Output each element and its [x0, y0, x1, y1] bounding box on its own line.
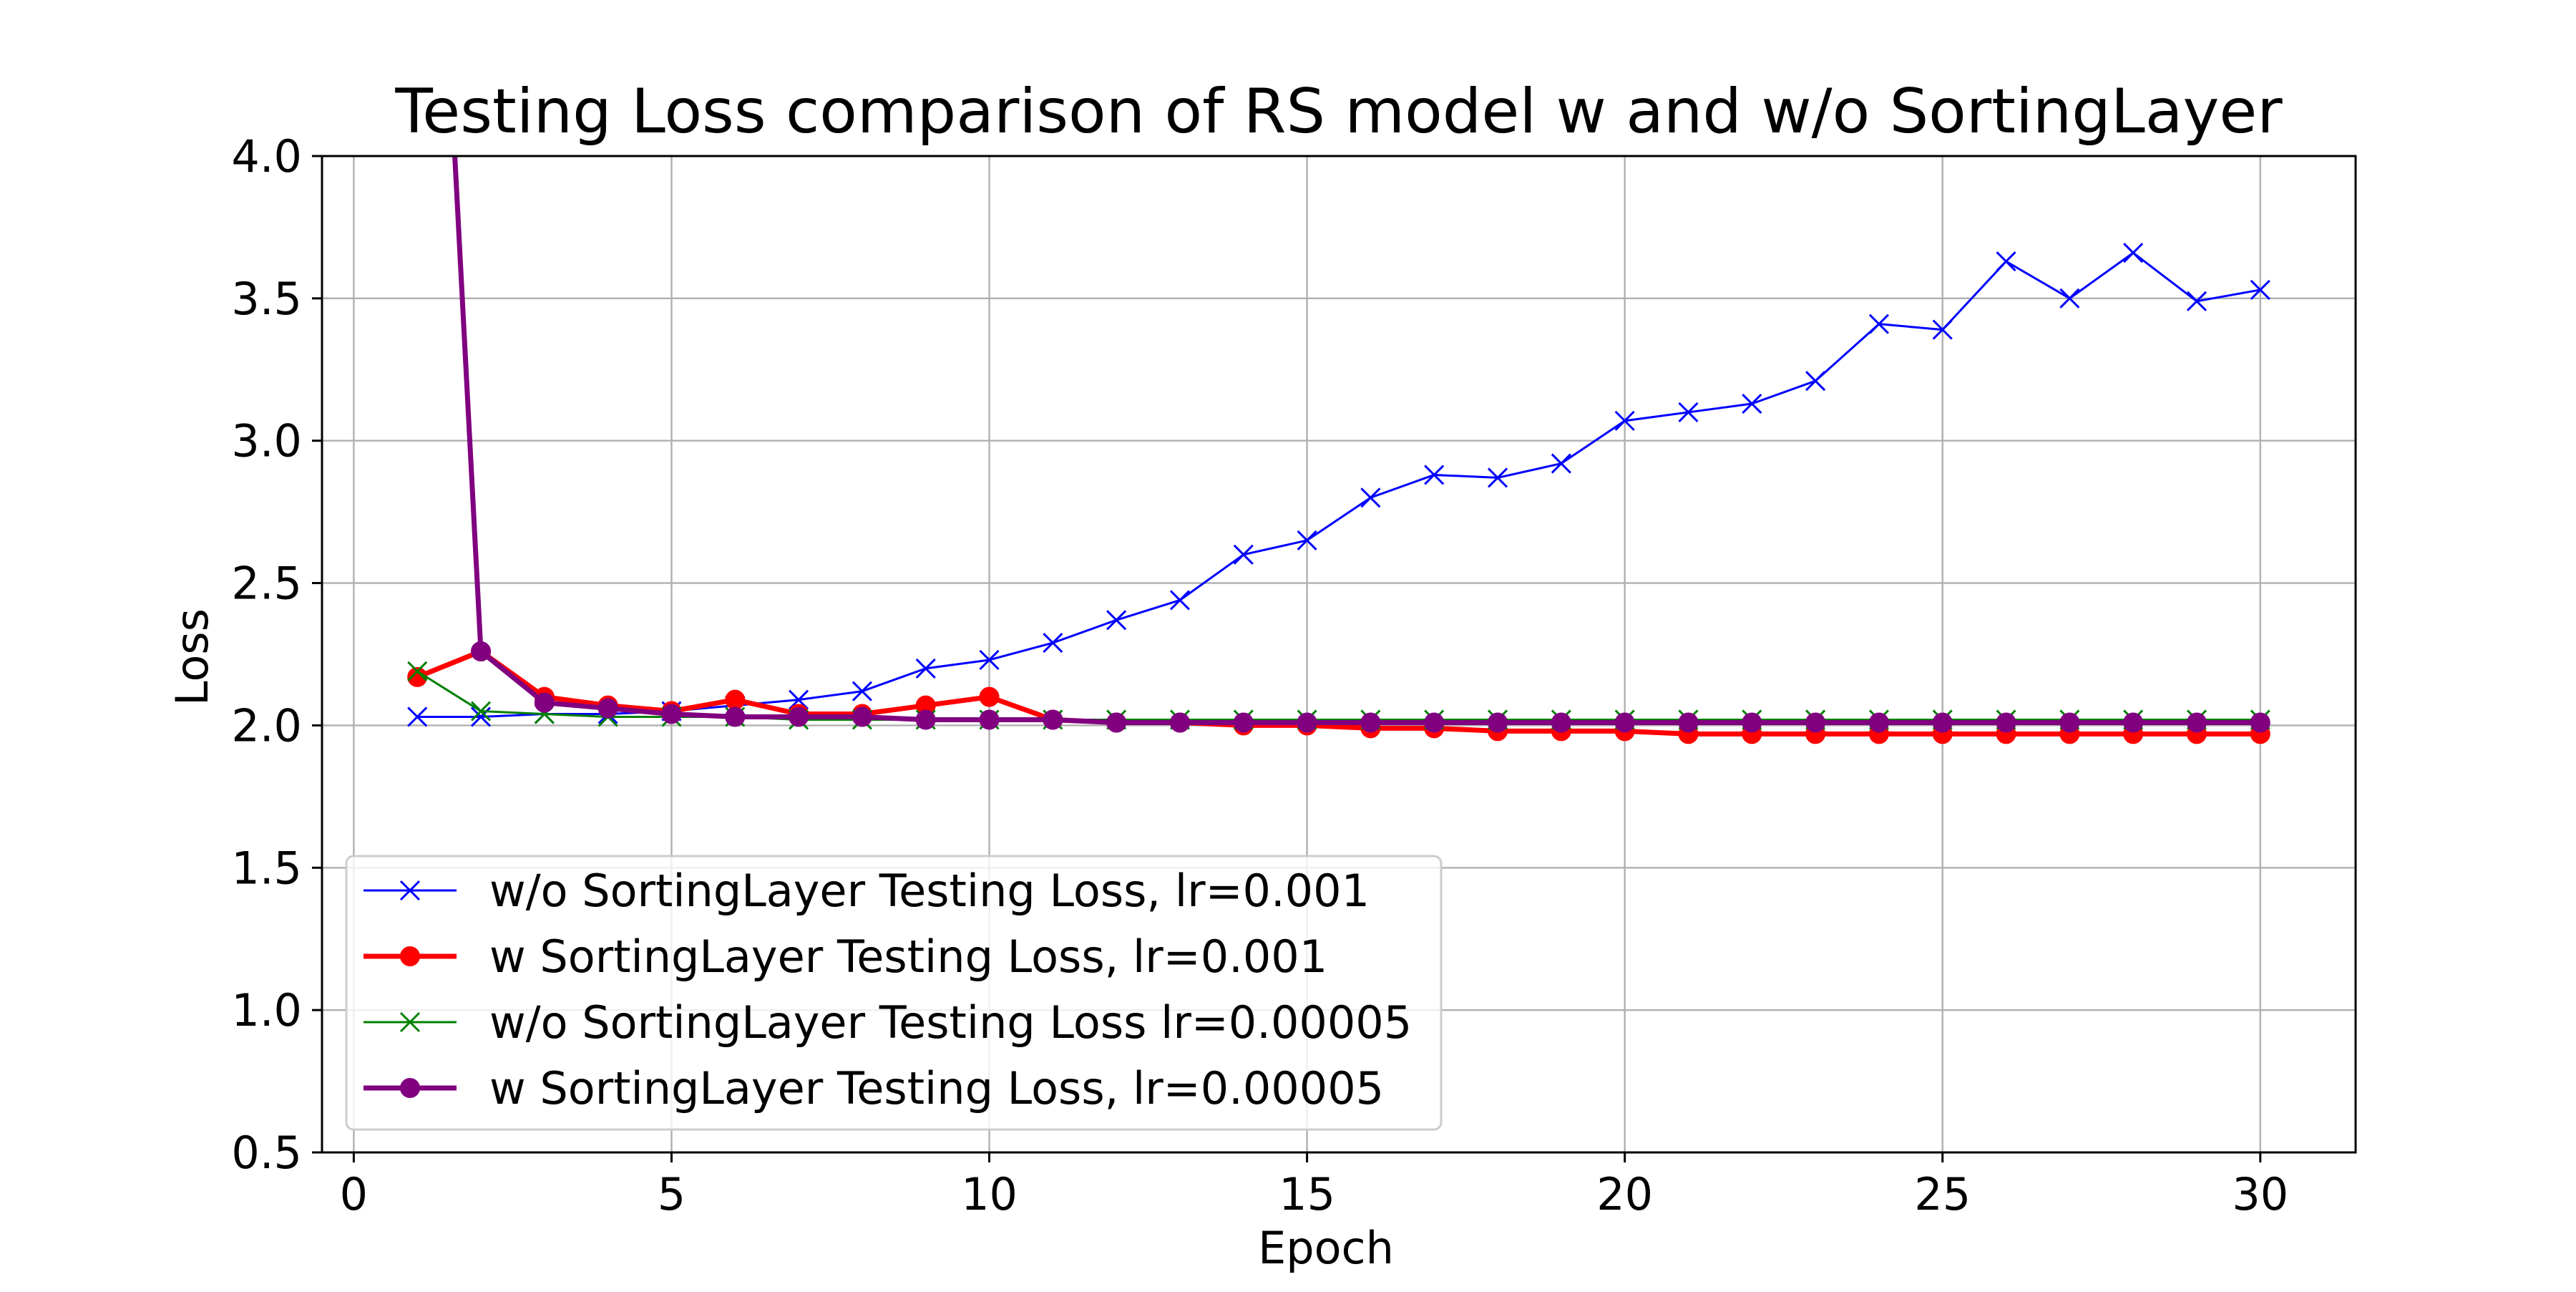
data-point — [1742, 393, 1762, 414]
data-point — [1742, 712, 1762, 733]
data-point — [1424, 465, 1445, 485]
data-point — [471, 641, 492, 662]
data-point — [1043, 633, 1063, 654]
data-point — [407, 706, 428, 727]
legend-label: w SortingLayer Testing Loss, lr=0.001 — [489, 931, 1327, 983]
legend-item: w SortingLayer Testing Loss, lr=0.00005 — [364, 1062, 1384, 1114]
data-point — [1360, 487, 1381, 508]
data-point — [852, 706, 872, 727]
series-line — [417, 251, 2261, 718]
data-point — [1551, 712, 1571, 733]
data-point — [725, 689, 746, 710]
data-point — [2250, 712, 2270, 733]
x-tick-label: 20 — [1596, 1168, 1653, 1220]
data-point — [1868, 712, 1889, 733]
x-tick-label: 0 — [340, 1168, 368, 1220]
data-point — [1868, 314, 1889, 334]
data-point — [407, 661, 428, 681]
data-point — [1043, 709, 1063, 730]
data-point — [2059, 288, 2080, 309]
data-point — [1106, 610, 1127, 631]
y-tick-label: 3.5 — [231, 273, 302, 325]
data-point — [534, 692, 555, 713]
y-tick-label: 1.0 — [231, 984, 302, 1036]
x-tick-label: 10 — [961, 1168, 1018, 1220]
data-point — [2250, 279, 2270, 300]
data-point — [789, 689, 809, 710]
data-point — [979, 709, 1000, 730]
legend-item: w/o SortingLayer Testing Loss, lr=0.001 — [364, 865, 1370, 917]
data-point — [1487, 467, 1508, 488]
data-point — [725, 706, 746, 727]
data-point — [789, 706, 809, 727]
legend-marker — [400, 1078, 420, 1098]
x-tick-label: 25 — [1914, 1168, 1971, 1220]
series-4 — [452, 156, 2270, 733]
plot-frame — [321, 155, 2357, 1154]
legend-marker — [399, 880, 421, 901]
y-tick-label: 3.0 — [231, 415, 302, 467]
data-point — [1169, 712, 1190, 733]
data-point — [1297, 530, 1317, 550]
chart-title: Testing Loss comparison of RS model w an… — [394, 76, 2283, 147]
legend-box — [345, 855, 1443, 1131]
legend-item: w SortingLayer Testing Loss, lr=0.001 — [364, 931, 1327, 983]
data-point — [1360, 712, 1381, 733]
legend-item: w/o SortingLayer Testing Loss lr=0.00005 — [364, 996, 1412, 1049]
x-tick-label: 30 — [2232, 1168, 2288, 1220]
series-line — [416, 649, 2260, 737]
data-point — [1805, 712, 1826, 733]
legend-label: w/o SortingLayer Testing Loss, lr=0.001 — [489, 865, 1370, 917]
data-point — [2186, 712, 2207, 733]
data-point — [1424, 712, 1445, 733]
data-point — [1678, 712, 1699, 733]
legend: w/o SortingLayer Testing Loss, lr=0.001 w… — [345, 855, 1443, 1131]
data-point — [1106, 712, 1127, 733]
axis-ticks: 0 5 10 15 20 25 30 0.5 1.0 1.5 2.0 2.5 3.0 3.5 4.0 — [231, 130, 2288, 1220]
data-point — [1488, 712, 1508, 733]
legend-marker — [400, 946, 420, 966]
data-point — [1996, 712, 2016, 733]
legend-label: w/o SortingLayer Testing Loss lr=0.00005 — [489, 996, 1412, 1049]
data-point — [1551, 453, 1571, 474]
data-point — [979, 686, 1000, 707]
data-point — [852, 681, 872, 701]
y-tick-label: 2.0 — [231, 699, 302, 752]
y-tick-label: 2.5 — [231, 558, 302, 610]
data-point — [1932, 712, 1953, 733]
data-point — [2186, 291, 2207, 311]
y-tick-label: 0.5 — [231, 1127, 302, 1179]
data-point — [915, 709, 936, 730]
data-point — [1233, 544, 1254, 565]
data-point — [1297, 712, 1317, 733]
data-point — [2123, 243, 2144, 263]
data-point — [1614, 712, 1635, 733]
data-point — [1614, 410, 1635, 431]
data-point — [1233, 712, 1254, 733]
data-point — [2123, 712, 2144, 733]
data-point — [1932, 319, 1953, 340]
data-point — [661, 704, 682, 724]
data-point — [915, 658, 936, 679]
series-line — [452, 156, 2260, 725]
data-point — [1169, 590, 1191, 611]
y-tick-label: 4.0 — [231, 130, 302, 183]
data-point — [597, 698, 618, 719]
data-point — [979, 649, 1000, 671]
legend-marker — [399, 1011, 421, 1033]
data-point — [2059, 712, 2080, 733]
plot-area — [407, 156, 2270, 744]
legend-label: w SortingLayer Testing Loss, lr=0.00005 — [489, 1062, 1384, 1114]
x-tick-label: 15 — [1279, 1168, 1335, 1220]
x-axis-label: Epoch — [1258, 1222, 1394, 1274]
data-point — [1996, 251, 2016, 272]
data-point — [470, 701, 492, 722]
y-axis-label: Loss — [166, 608, 218, 706]
x-tick-label: 5 — [658, 1168, 686, 1220]
y-tick-label: 1.5 — [231, 842, 302, 894]
data-point — [1805, 371, 1826, 392]
data-point — [1678, 402, 1699, 423]
